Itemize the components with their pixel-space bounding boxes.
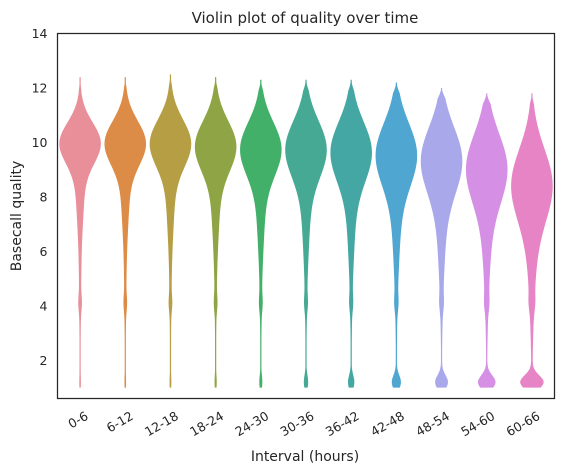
x-tick-label: 30-36	[278, 408, 317, 439]
y-tick-label: 10	[32, 135, 48, 150]
x-axis-label: Interval (hours)	[251, 449, 359, 465]
y-axis-label: Basecall quality	[9, 161, 25, 272]
x-tick-label: 42-48	[368, 408, 407, 439]
x-axis: 0-6 6-12 12-18 18-24 24-30 30-36 36-42 42-48 48-…	[65, 408, 542, 439]
violin-12-18	[149, 74, 192, 388]
violin-42-48	[375, 82, 418, 388]
violin-36-42	[330, 79, 372, 388]
violin-60-66	[511, 93, 553, 388]
y-tick-label: 6	[40, 244, 48, 259]
x-tick-label: 36-42	[323, 408, 362, 439]
x-tick-label: 60-66	[503, 408, 542, 439]
y-tick-label: 14	[32, 26, 48, 41]
violin-30-36	[285, 79, 327, 388]
x-tick-label: 18-24	[187, 408, 226, 439]
y-tick-label: 8	[40, 189, 48, 204]
violin-24-30	[240, 79, 282, 388]
x-tick-label: 6-12	[104, 408, 136, 435]
y-tick-label: 2	[40, 353, 48, 368]
x-tick-label: 48-54	[413, 408, 452, 439]
x-tick-label: 12-18	[142, 408, 181, 439]
chart-title: Violin plot of quality over time	[192, 9, 419, 27]
x-tick-label: 54-60	[458, 408, 497, 439]
violin-18-24	[194, 77, 237, 388]
y-axis: 2 4 6 8 10 12 14	[32, 26, 48, 368]
violin-0-6	[59, 77, 101, 388]
x-tick-label: 24-30	[232, 408, 271, 439]
violins	[59, 74, 553, 388]
y-tick-label: 4	[40, 298, 48, 313]
violin-54-60	[465, 93, 508, 388]
x-tick-label: 0-6	[65, 408, 90, 431]
y-tick-label: 12	[32, 80, 48, 95]
violin-48-54	[420, 87, 463, 388]
violin-6-12	[104, 77, 147, 388]
plot-frame	[56, 32, 556, 400]
